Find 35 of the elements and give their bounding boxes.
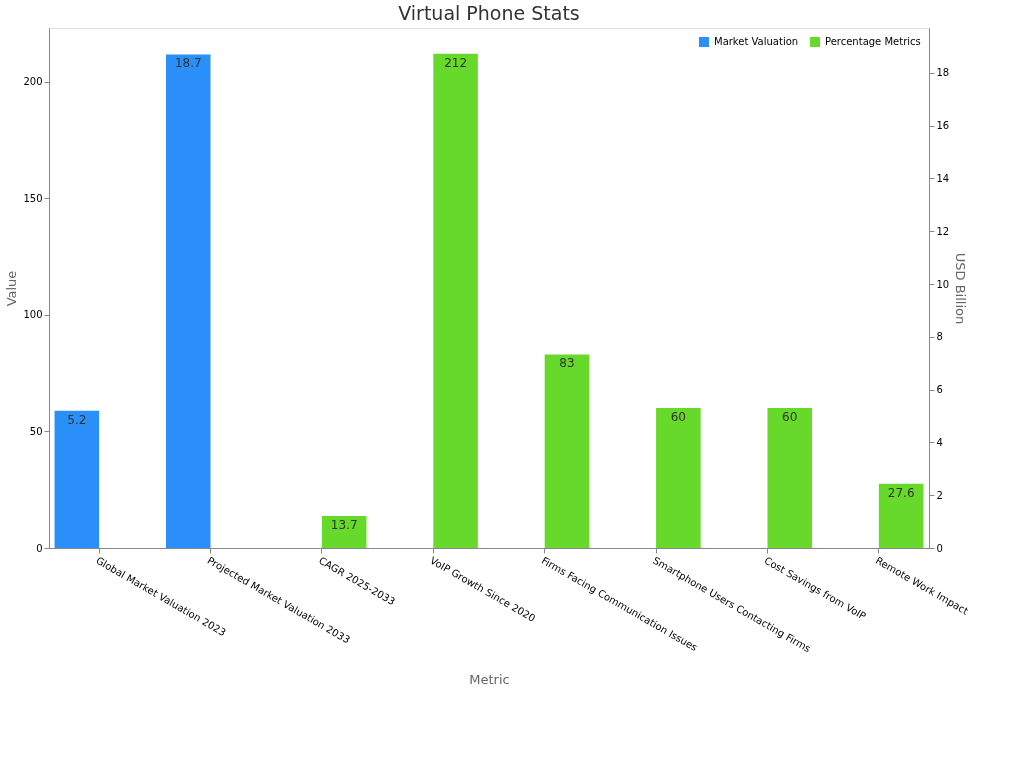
x-axis-title: Metric: [469, 672, 510, 688]
data-label: 18.7: [174, 56, 202, 71]
y2-tick-label: 2: [936, 489, 943, 501]
bar: [656, 408, 701, 548]
data-label: 83: [559, 356, 575, 371]
y-tick-label: 50: [29, 425, 43, 437]
y2-tick-label: 12: [936, 225, 950, 237]
bar: [767, 408, 813, 548]
y2-tick-label: 8: [936, 331, 943, 343]
y2-tick-label: 6: [936, 384, 943, 396]
bar: [878, 483, 924, 548]
y2-tick-label: 4: [936, 436, 943, 448]
y-tick-label: 100: [23, 309, 43, 321]
data-label: 27.6: [887, 485, 915, 500]
y2-tick-label: 18: [936, 67, 950, 79]
y2-tick-label: 0: [936, 542, 943, 554]
data-label: 60: [670, 410, 687, 425]
chart-title: Virtual Phone Stats: [398, 2, 580, 24]
data-label: 212: [444, 55, 468, 70]
y-tick-label: 0: [36, 542, 43, 554]
y2-axis-title: USD Billion: [953, 252, 969, 325]
y-tick-label: 150: [23, 192, 43, 204]
legend-label: Percentage Metrics: [825, 36, 921, 47]
bar: [433, 53, 478, 548]
bar: [544, 354, 590, 548]
y-tick-label: 200: [23, 76, 43, 88]
data-label: 13.7: [330, 518, 358, 533]
y2-tick-label: 10: [936, 278, 950, 290]
y2-tick-label: 16: [936, 120, 950, 132]
bar: [321, 516, 367, 548]
y-axis-title: Value: [4, 270, 20, 307]
data-label: 60: [782, 410, 798, 425]
data-label: 5.2: [67, 412, 87, 427]
legend-label: Market Valuation: [714, 36, 799, 47]
y2-tick-label: 14: [936, 172, 950, 184]
